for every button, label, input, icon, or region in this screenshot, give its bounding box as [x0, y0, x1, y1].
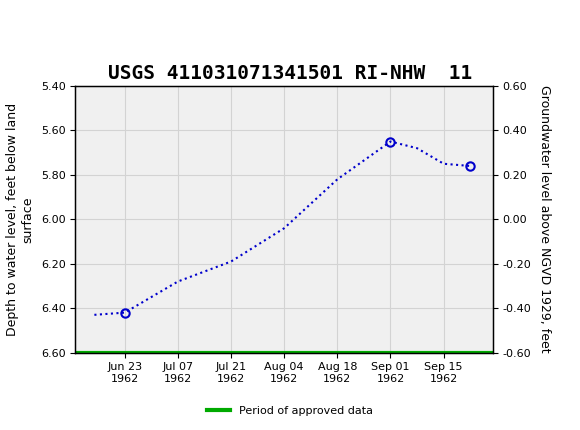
Y-axis label: Depth to water level, feet below land
surface: Depth to water level, feet below land su…: [6, 103, 34, 336]
Text: USGS 411031071341501 RI-NHW  11: USGS 411031071341501 RI-NHW 11: [108, 64, 472, 83]
Y-axis label: Groundwater level above NGVD 1929, feet: Groundwater level above NGVD 1929, feet: [538, 86, 552, 353]
Legend: Period of approved data: Period of approved data: [203, 401, 377, 420]
Text: ▒USGS: ▒USGS: [12, 15, 70, 37]
